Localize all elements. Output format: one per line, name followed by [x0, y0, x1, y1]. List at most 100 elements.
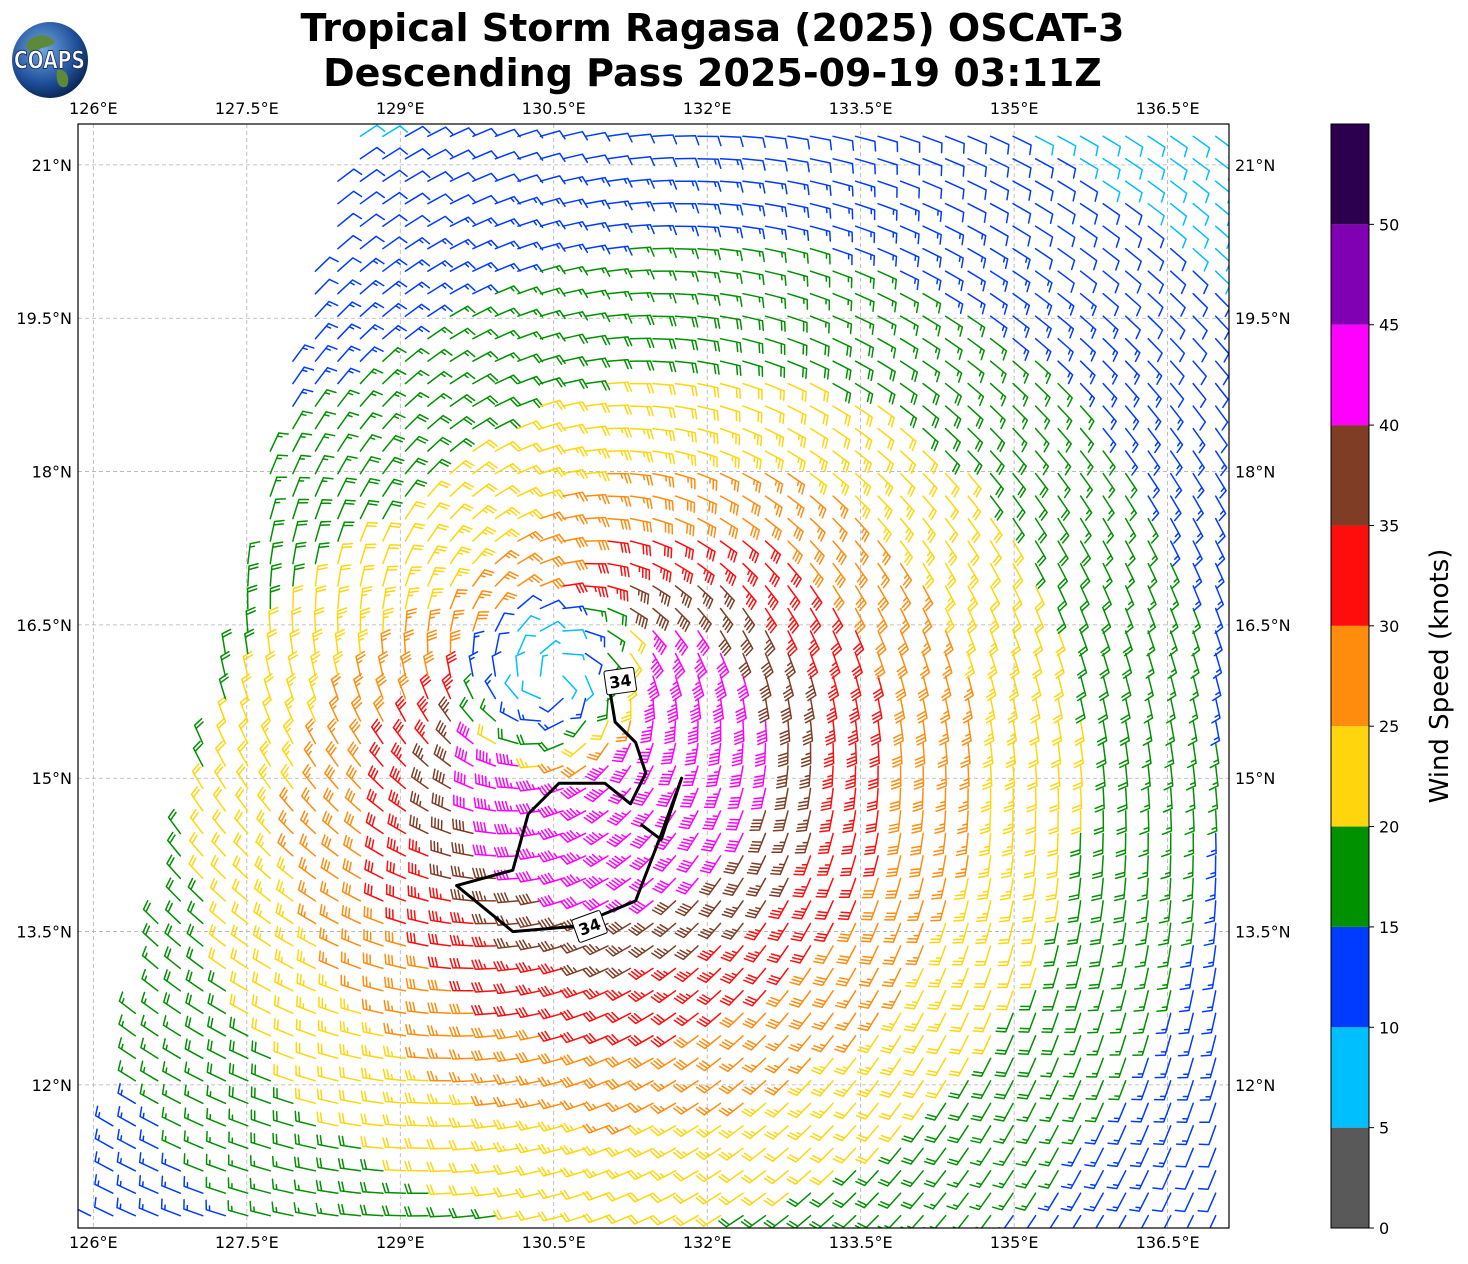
wind-barb: [161, 1106, 182, 1127]
wind-barb: [937, 742, 949, 768]
wind-barb: [1192, 292, 1209, 318]
wind-barb: [161, 1175, 182, 1194]
wind-barb: [206, 1039, 227, 1060]
wind-barb: [809, 180, 832, 196]
wind-barb: [787, 495, 805, 519]
wind-barb: [382, 544, 401, 565]
wind-barb: [967, 337, 985, 361]
wind-barb: [139, 1083, 159, 1105]
wind-barb: [1141, 742, 1152, 769]
wind-barb: [865, 810, 879, 834]
wind-barb: [1120, 697, 1131, 724]
wind-barb: [582, 875, 609, 889]
wind-barb: [767, 922, 789, 942]
wind-barb: [609, 765, 632, 784]
wind-barb: [537, 1188, 564, 1200]
wind-barb: [584, 402, 611, 414]
wind-barb: [1038, 1170, 1059, 1189]
wind-barb: [967, 495, 982, 521]
wind-barb: [400, 650, 412, 677]
wind-barb: [825, 720, 836, 746]
wind-barb: [877, 247, 898, 267]
wind-barb: [787, 450, 806, 472]
wind-barb: [652, 855, 677, 872]
wind-barb: [673, 1080, 699, 1093]
wind-barb: [359, 1181, 384, 1194]
wind-barb: [1111, 945, 1127, 968]
wind-barb: [582, 1077, 609, 1089]
wind-barb: [861, 877, 879, 899]
wind-barb: [735, 697, 747, 724]
wind-barb: [449, 546, 472, 565]
wind-barb: [276, 856, 294, 880]
wind-barb: [384, 930, 407, 947]
wind-barb: [720, 945, 744, 962]
wind-barb: [1214, 360, 1229, 386]
wind-barb: [1147, 360, 1163, 385]
colorbar-bin: [1331, 124, 1369, 225]
wind-barb: [494, 462, 521, 475]
wind-barb: [1084, 1125, 1104, 1145]
wind-barb: [1057, 427, 1072, 453]
wind-barb: [375, 673, 387, 700]
wind-barb: [809, 472, 828, 496]
wind-barb: [294, 1087, 317, 1105]
wind-barb: [860, 900, 879, 921]
wind-barb: [448, 1026, 474, 1037]
wind-barb: [696, 1057, 722, 1072]
wind-barb: [584, 516, 610, 528]
wind-barb: [1016, 1080, 1037, 1100]
wind-barb: [719, 135, 744, 148]
wind-barb: [516, 734, 542, 745]
wind-barb: [1214, 315, 1229, 340]
wind-barb: [1124, 427, 1139, 454]
wind-barb: [605, 1191, 632, 1202]
wind-barb: [1124, 495, 1138, 522]
wind-barb: [1152, 1147, 1172, 1168]
wind-barb: [584, 199, 611, 210]
wind-barb: [971, 1057, 992, 1077]
wind-barb: [742, 450, 762, 470]
wind-barb: [967, 562, 979, 589]
wind-barb: [922, 247, 942, 268]
wind-barb: [854, 427, 873, 451]
wind-barb: [922, 382, 940, 406]
wind-barb: [359, 434, 382, 452]
wind-barb: [1102, 540, 1114, 567]
wind-barb: [252, 948, 272, 970]
wind-barb: [1153, 1102, 1172, 1123]
wind-barb: [1192, 270, 1209, 295]
wind-barb: [1147, 247, 1165, 272]
wind-barb: [1019, 967, 1037, 989]
wind-barb: [163, 992, 182, 1015]
wind-barb: [189, 831, 204, 857]
wind-barb: [930, 900, 947, 922]
wind-barb: [832, 405, 851, 427]
wind-barb: [562, 221, 589, 231]
wind-barb: [381, 1205, 407, 1217]
wind-barb: [832, 427, 851, 450]
wind-barb: [382, 302, 408, 317]
wind-barb: [254, 855, 272, 880]
wind-barb: [258, 763, 272, 790]
wind-barb: [941, 675, 952, 702]
wind-barb: [673, 1102, 699, 1115]
wind-barb: [756, 720, 768, 746]
wind-barb: [907, 900, 924, 922]
wind-barb: [517, 196, 544, 206]
wind-barb: [1011, 607, 1022, 634]
wind-barb: [780, 697, 793, 724]
wind-barb: [321, 810, 339, 835]
wind-barb: [787, 180, 810, 196]
wind-barb: [215, 740, 227, 767]
wind-barb: [652, 360, 677, 373]
wind-barb: [183, 1153, 204, 1172]
wind-barb: [808, 630, 820, 657]
wind-barb: [1169, 585, 1180, 612]
wind-barb: [647, 675, 660, 702]
wind-barb: [494, 151, 521, 160]
wind-barb: [1075, 697, 1086, 724]
wind-barb: [833, 1080, 857, 1098]
wind-barb: [742, 158, 766, 171]
